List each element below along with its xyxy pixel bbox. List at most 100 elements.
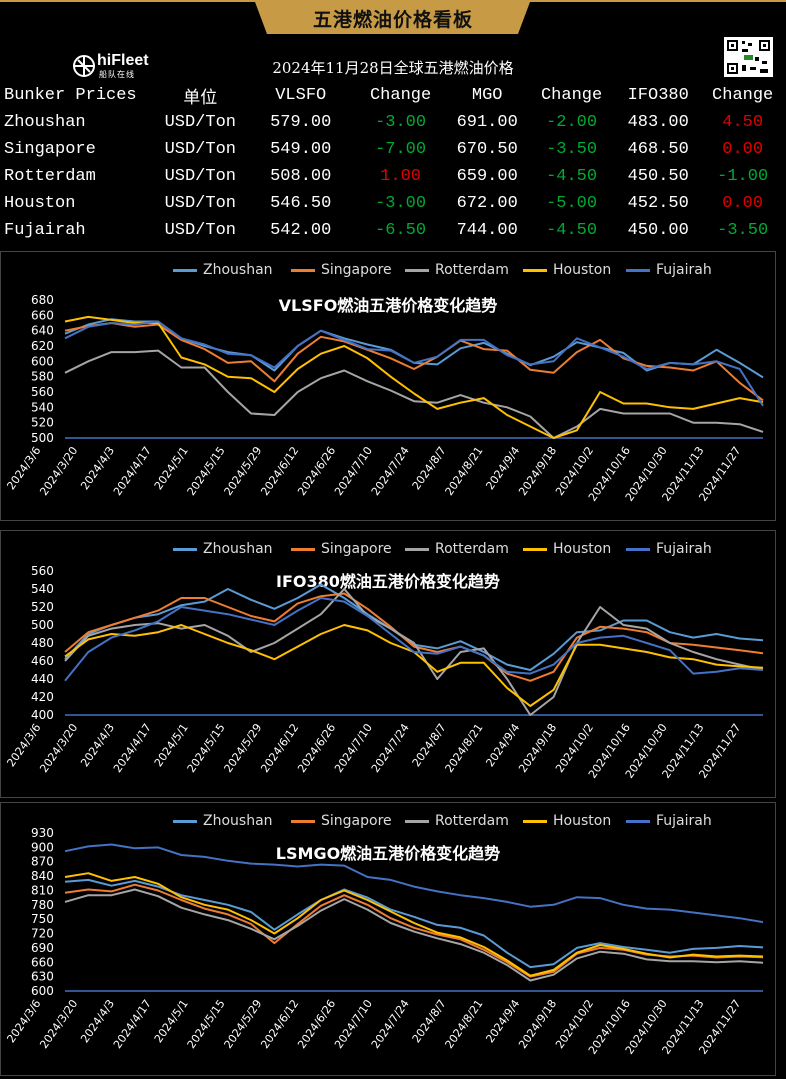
x-tick-label: 2024/8/21: [443, 444, 486, 498]
ifo380-change-cell: 4.50: [722, 113, 764, 132]
x-tick-label: 2024/5/1: [152, 721, 191, 769]
y-tick-label: 930: [31, 826, 54, 840]
unit-cell: USD/Ton: [164, 113, 236, 132]
vlsfo-price-cell: 508.00: [270, 167, 332, 186]
bunker-price-table: Bunker Prices 单位 VLSFO Change MGO Change…: [0, 82, 786, 244]
legend-item: Singapore: [291, 262, 392, 278]
vlsfo-change-cell: -3.00: [375, 194, 427, 213]
series-line-rotterdam: [64, 888, 764, 982]
y-tick-label: 840: [31, 869, 54, 883]
vlsfo-change-cell: -7.00: [375, 140, 427, 159]
unit-cell: USD/Ton: [164, 140, 236, 159]
y-tick-label: 630: [31, 970, 54, 984]
qr-code-icon: [724, 37, 773, 77]
chart-svg: 5005205405605806006206406606802024/3/620…: [4, 293, 764, 504]
mgo-price-cell: 672.00: [456, 194, 518, 213]
header-cell: Change: [540, 86, 603, 105]
ifo380-change-cell: -1.00: [717, 167, 769, 186]
ifo380-price-cell: 450.00: [627, 221, 689, 240]
x-tick-label: 2024/3/20: [37, 997, 80, 1051]
legend-swatch: [626, 819, 650, 823]
x-tick-label: 2024/3/6: [4, 444, 43, 492]
x-tick-label: 2024/5/1: [152, 444, 191, 492]
vlsfo-price-cell: 549.00: [270, 140, 332, 159]
y-tick-label: 870: [31, 855, 54, 869]
ifo380-price-cell: 452.50: [627, 194, 689, 213]
table-title: 2024年11月28日全球五港燃油价格: [272, 59, 514, 77]
y-tick-label: 690: [31, 941, 54, 955]
unit-cell: USD/Ton: [164, 194, 236, 213]
legend-label: Fujairah: [656, 813, 712, 829]
header-banner: 五港燃油价格看板: [0, 0, 786, 37]
y-tick-label: 400: [31, 708, 54, 722]
y-tick-label: 560: [31, 385, 54, 399]
legend-label: Fujairah: [656, 541, 712, 557]
y-tick-label: 500: [31, 618, 54, 632]
legend-label: Houston: [553, 541, 612, 557]
x-tick-label: 2024/5/1: [152, 997, 191, 1045]
legend-label: Fujairah: [656, 262, 712, 278]
y-tick-label: 440: [31, 672, 54, 686]
legend-swatch: [523, 819, 547, 823]
legend-label: Singapore: [321, 262, 392, 278]
x-tick-label: 2024/9/4: [483, 721, 522, 769]
ifo380-price-cell: 483.00: [627, 113, 689, 132]
legend-item: Rotterdam: [405, 813, 509, 829]
mgo-price-cell: 744.00: [456, 221, 518, 240]
y-tick-label: 460: [31, 654, 54, 668]
x-tick-label: 2024/3/20: [37, 721, 80, 775]
mgo-price-cell: 659.00: [456, 167, 518, 186]
legend-label: Rotterdam: [435, 813, 509, 829]
table-row: Singapore USD/Ton 549.00 -7.00 670.50 -3.50 46…: [0, 136, 786, 163]
x-tick-label: 2024/8/21: [443, 721, 486, 775]
series-line-zhoushan: [64, 583, 764, 671]
legend-label: Singapore: [321, 813, 392, 829]
legend-swatch: [405, 819, 429, 823]
y-tick-label: 580: [31, 370, 54, 384]
legend-item: Houston: [523, 813, 611, 829]
legend-swatch: [405, 547, 429, 551]
x-tick-label: 2024/3/6: [4, 721, 43, 769]
legend-label: Zhoushan: [203, 262, 273, 278]
series-line-houston: [64, 315, 764, 439]
legend-label: Rotterdam: [435, 541, 509, 557]
mgo-change-cell: -2.00: [546, 113, 598, 132]
ifo380-chart-panel: Zhoushan Singapore Rotterdam Houston Fujaira…: [0, 530, 776, 798]
header-cell: Change: [369, 86, 432, 105]
y-tick-label: 660: [31, 955, 54, 969]
header-cell: VLSFO: [275, 86, 327, 105]
page-title: 五港燃油价格看板: [312, 9, 473, 31]
unit-cell: USD/Ton: [164, 167, 236, 186]
y-tick-label: 560: [31, 564, 54, 578]
legend-swatch: [291, 268, 315, 272]
series-line-houston: [64, 872, 764, 977]
logo-name: hiFleet: [97, 52, 149, 69]
vlsfo-change-cell: 1.00: [380, 167, 421, 186]
legend-swatch: [173, 547, 197, 551]
header-cell: 单位: [183, 89, 218, 109]
legend-swatch: [173, 268, 197, 272]
series-line-rotterdam: [64, 588, 764, 716]
y-tick-label: 680: [31, 293, 54, 307]
x-tick-label: 2024/8/7: [410, 997, 449, 1045]
x-tick-label: 2024/8/21: [443, 997, 486, 1051]
y-tick-label: 720: [31, 927, 54, 941]
series-line-rotterdam: [64, 349, 764, 439]
legend-swatch: [523, 547, 547, 551]
y-tick-label: 900: [31, 840, 54, 854]
vlsfo-change-cell: -3.00: [375, 113, 427, 132]
table-row: Zhoushan USD/Ton 579.00 -3.00 691.00 -2.00 483…: [0, 109, 786, 136]
mgo-change-cell: -5.00: [546, 194, 598, 213]
series-line-fujairah: [64, 843, 764, 924]
y-tick-label: 480: [31, 636, 54, 650]
y-tick-label: 780: [31, 898, 54, 912]
x-tick-label: 2024/3/20: [37, 444, 80, 498]
y-tick-label: 660: [31, 308, 54, 322]
table-row: Fujairah USD/Ton 542.00 -6.50 744.00 -4.50 450…: [0, 217, 786, 244]
legend-item: Zhoushan: [173, 262, 273, 278]
x-tick-label: 2024/4/17: [111, 721, 154, 775]
logo-subtitle: 船队在线: [99, 70, 135, 79]
mgo-change-cell: -4.50: [546, 167, 598, 186]
port-cell: Fujairah: [4, 221, 86, 240]
y-tick-label: 520: [31, 600, 54, 614]
